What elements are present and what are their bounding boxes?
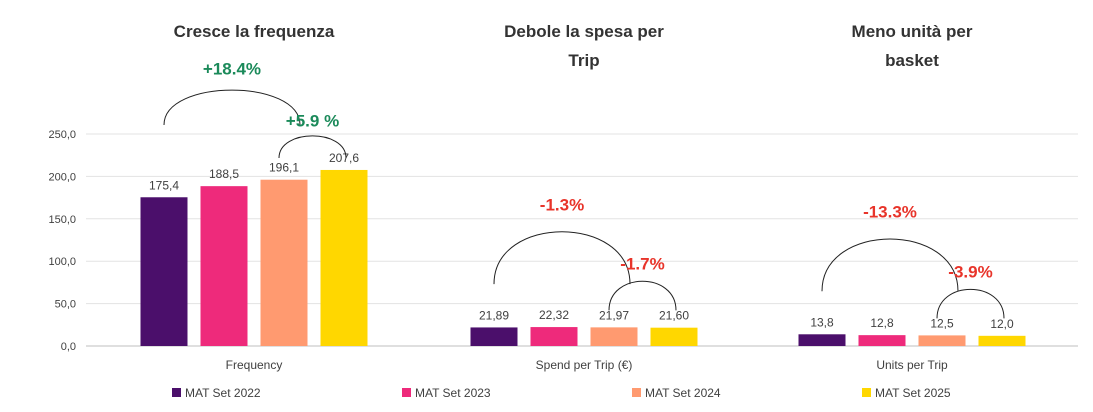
data-label: 12,0 — [990, 317, 1014, 331]
legend-swatch — [632, 388, 641, 397]
y-tick-label: 100,0 — [48, 256, 76, 268]
legend-label: MAT Set 2024 — [645, 386, 721, 400]
bar — [918, 335, 966, 346]
annotation-arc — [493, 231, 631, 285]
annotation-label: +5.9 % — [286, 112, 339, 131]
y-tick-label: 50,0 — [55, 299, 76, 311]
data-label: 13,8 — [810, 315, 834, 329]
legend-label: MAT Set 2023 — [415, 386, 491, 400]
annotation-arc — [821, 238, 959, 292]
bar — [200, 186, 248, 346]
bar — [260, 179, 308, 346]
annotation-label: -1.3% — [540, 195, 584, 214]
annotation-label: +18.4% — [203, 60, 261, 79]
data-label: 207,6 — [329, 151, 359, 165]
legend-swatch — [172, 388, 181, 397]
data-label: 175,4 — [149, 178, 179, 192]
y-tick-label: 200,0 — [48, 171, 76, 183]
annotation-label: -3.9% — [948, 263, 992, 282]
data-label: 188,5 — [209, 167, 239, 181]
bar — [590, 327, 638, 346]
annotation-arc — [163, 89, 301, 126]
legend-swatch — [862, 388, 871, 397]
bar — [320, 169, 368, 346]
bar — [978, 335, 1026, 346]
panel-title: Debole la spesa per — [504, 22, 664, 41]
legend-swatch — [402, 388, 411, 397]
panel-title: Cresce la frequenza — [174, 22, 335, 41]
annotation-arc — [278, 135, 347, 159]
data-label: 22,32 — [539, 308, 569, 322]
category-label: Units per Trip — [876, 358, 948, 372]
data-label: 196,1 — [269, 161, 299, 175]
legend-label: MAT Set 2022 — [185, 386, 261, 400]
legend-label: MAT Set 2025 — [875, 386, 951, 400]
y-tick-label: 150,0 — [48, 214, 76, 226]
bar — [798, 334, 846, 346]
panel-title: Meno unità per — [852, 22, 973, 41]
y-tick-label: 0,0 — [61, 341, 76, 353]
annotation-label: -13.3% — [863, 203, 917, 222]
bar — [470, 327, 518, 346]
annotation-label: -1.7% — [620, 255, 664, 274]
data-label: 21,60 — [659, 309, 689, 323]
data-label: 12,8 — [870, 316, 894, 330]
panel-title: basket — [885, 51, 939, 70]
data-label: 21,89 — [479, 308, 509, 322]
data-label: 12,5 — [930, 316, 954, 330]
y-tick-label: 250,0 — [48, 129, 76, 141]
annotation-arc — [608, 280, 677, 311]
data-label: 21,97 — [599, 308, 629, 322]
category-label: Frequency — [226, 358, 283, 372]
bar — [530, 327, 578, 346]
annotation-arc — [936, 289, 1005, 319]
bar — [858, 335, 906, 346]
panel-title: Trip — [568, 51, 599, 70]
bar — [140, 197, 188, 346]
category-label: Spend per Trip (€) — [536, 358, 633, 372]
bar — [650, 327, 698, 346]
